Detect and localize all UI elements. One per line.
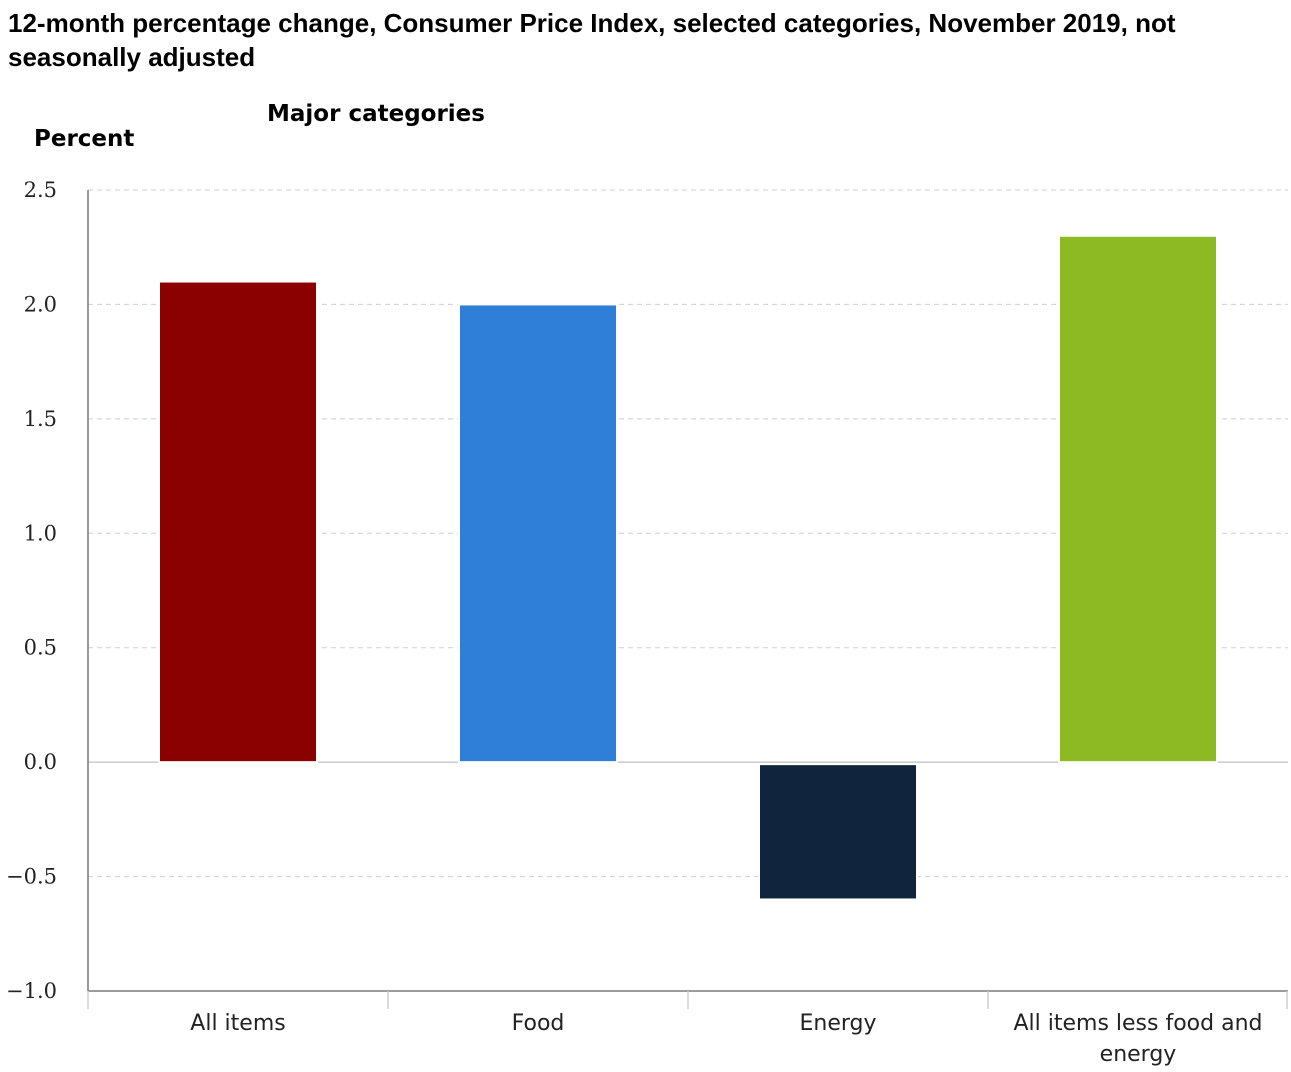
x-tick-label: All items less food and energy (1013, 1011, 1262, 1067)
y-tick-label: 2.5 (24, 178, 57, 202)
bar (158, 280, 318, 764)
chart-subtitle: Major categories (267, 101, 485, 127)
y-tick-label: 2.0 (24, 292, 57, 316)
x-tick-label-line: Food (512, 1011, 565, 1036)
bar (758, 763, 918, 901)
y-tick-label: 0.0 (24, 750, 57, 774)
y-tick-label: 1.0 (24, 521, 57, 545)
y-tick-labels: 2.5 2.0 1.5 1.0 0.5 0.0 −0.5 −1.0 (6, 178, 57, 1003)
x-tick-label: Food (512, 1011, 565, 1036)
x-tick-label: All items (190, 1011, 285, 1036)
y-axis-label: Percent (34, 126, 135, 152)
x-tick-label-line: All items less food and (1013, 1011, 1262, 1036)
bar (1058, 234, 1218, 764)
x-tick-label-line: Energy (799, 1011, 876, 1036)
chart-title: 12-month percentage change, Consumer Pri… (8, 8, 1176, 72)
x-tick-label: Energy (799, 1011, 876, 1036)
y-tick-label: 0.5 (24, 636, 57, 660)
x-tick-label-line: energy (1100, 1042, 1177, 1067)
bar (458, 303, 618, 764)
x-tick-label-line: All items (190, 1011, 285, 1036)
y-tick-label: −1.0 (6, 979, 57, 1003)
y-tick-label: 1.5 (24, 407, 57, 431)
x-tick-labels: All items Food Energy All items less food a… (190, 1011, 1262, 1067)
bars (158, 234, 1218, 901)
axes (87, 190, 1288, 1009)
y-tick-label: −0.5 (6, 865, 57, 889)
